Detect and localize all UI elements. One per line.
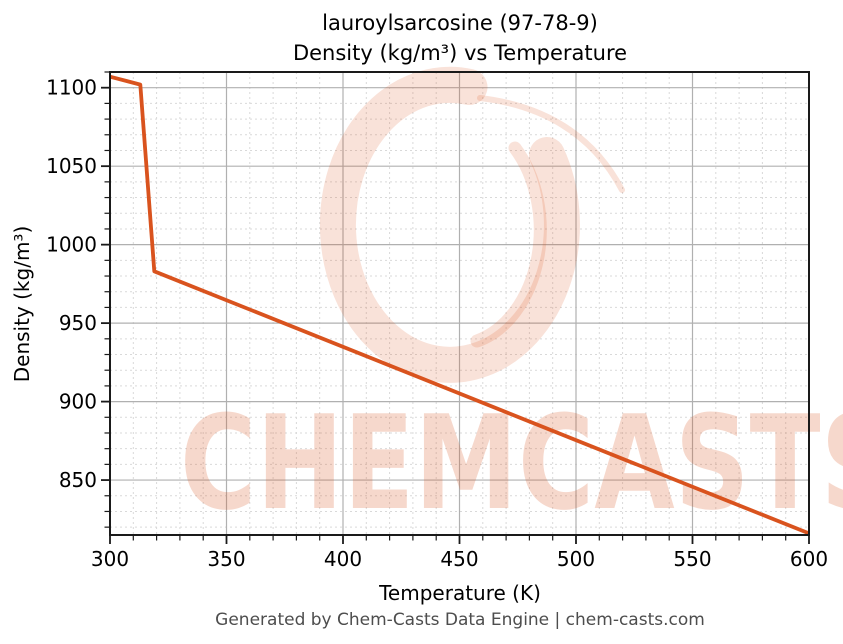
x-axis-label: Temperature (K) [379, 581, 541, 605]
footer-attribution: Generated by Chem-Casts Data Engine | ch… [215, 610, 705, 630]
chart-title: lauroylsarcosine (97-78-9) Density (kg/m… [110, 8, 810, 68]
plot-border [109, 71, 810, 536]
x-tick-label: 600 [790, 547, 828, 571]
x-tick-label: 350 [207, 547, 245, 571]
x-tick-label: 300 [91, 547, 129, 571]
y-tick-label: 1000 [46, 233, 97, 257]
chart-title-line1: lauroylsarcosine (97-78-9) [322, 11, 598, 35]
y-tick-label: 1100 [46, 76, 97, 100]
y-tick-label: 1050 [46, 154, 97, 178]
y-tick-label: 850 [59, 468, 97, 492]
watermark-ring-main [319, 66, 580, 383]
x-tick-label: 450 [440, 547, 478, 571]
x-tick-label: 550 [673, 547, 711, 571]
y-tick-label: 900 [59, 390, 97, 414]
density-line [109, 74, 810, 536]
chart-title-line2: Density (kg/m³) vs Temperature [292, 41, 628, 65]
x-tick-label: 400 [324, 547, 362, 571]
y-tick-label: 950 [59, 311, 97, 335]
watermark-ring-inner-swirl [470, 141, 547, 348]
x-tick-label: 500 [557, 547, 595, 571]
watermark-ring [319, 66, 625, 383]
watermark-ring-tail [477, 95, 625, 193]
